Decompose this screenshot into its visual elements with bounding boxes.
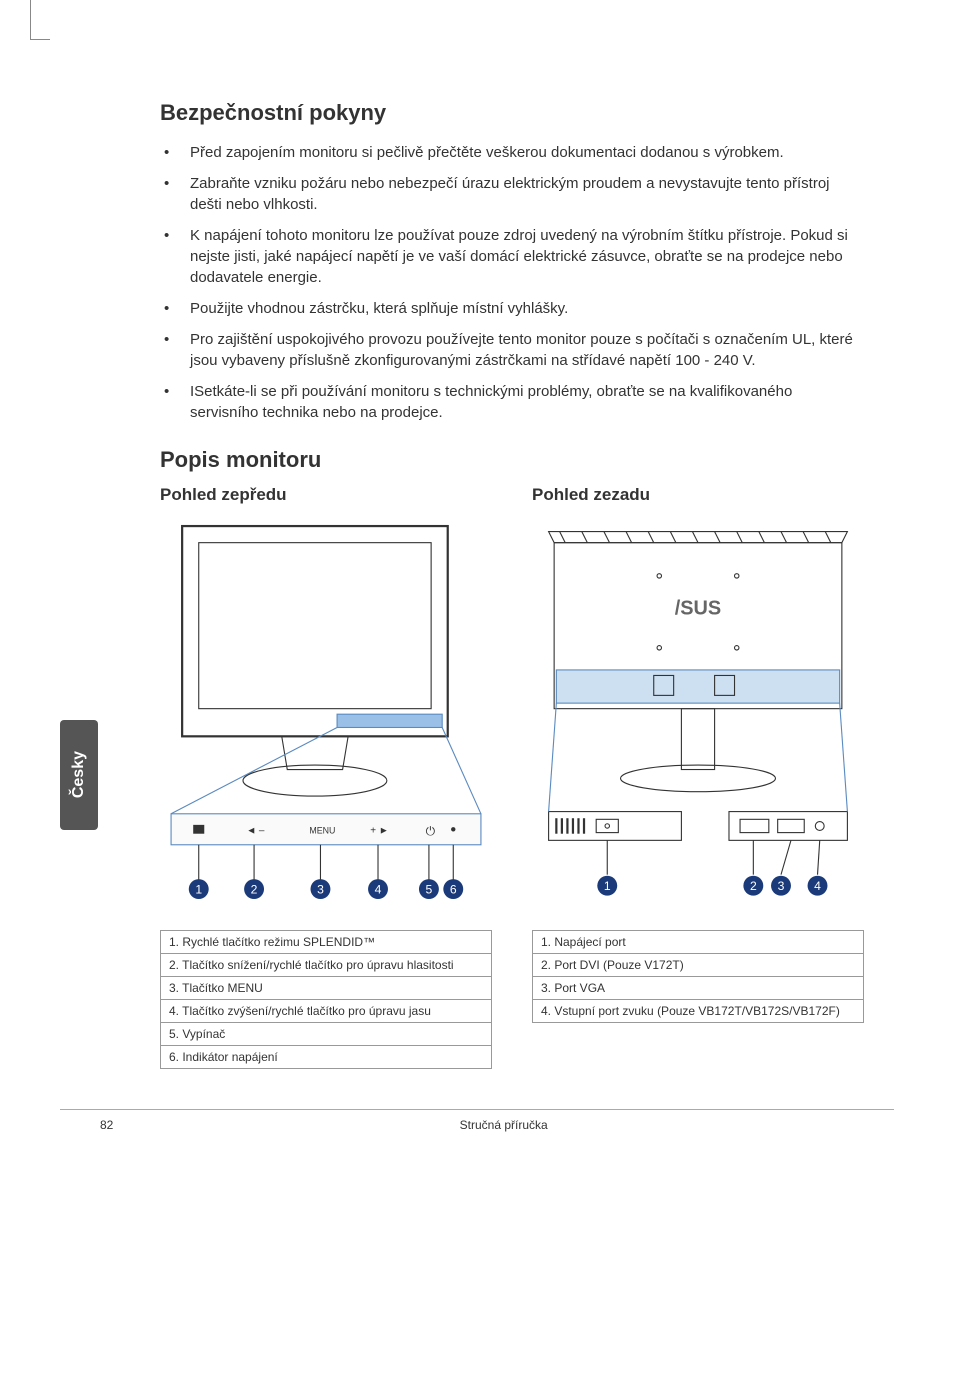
table-row: 1. Rychlé tlačítko režimu SPLENDID™: [161, 931, 492, 954]
table-row: 2. Port DVI (Pouze V172T): [533, 954, 864, 977]
svg-text:4: 4: [375, 882, 382, 896]
monitor-heading: Popis monitoru: [160, 447, 864, 473]
svg-text:MENU: MENU: [309, 826, 335, 836]
front-legend-table: 1. Rychlé tlačítko režimu SPLENDID™ 2. T…: [160, 930, 492, 1069]
table-row: 2. Tlačítko snížení/rychlé tlačítko pro …: [161, 954, 492, 977]
front-view-section: Pohled zepředu ◄ –: [160, 485, 492, 1069]
svg-text:2: 2: [750, 879, 757, 893]
language-tab-label: Česky: [70, 751, 88, 798]
list-item: •Pro zajištění uspokojivého provozu použ…: [160, 329, 864, 371]
svg-text:1: 1: [604, 879, 611, 893]
list-item: •Použijte vhodnou zástrčku, která splňuj…: [160, 298, 864, 319]
front-diagram: ◄ – MENU + ► ⏻ 1 2 3 4: [160, 515, 492, 913]
table-row: 3. Tlačítko MENU: [161, 977, 492, 1000]
page-footer: 82 Stručná příručka: [60, 1109, 894, 1132]
svg-text:4: 4: [814, 879, 821, 893]
safety-list: •Před zapojením monitoru si pečlivě přeč…: [160, 142, 864, 423]
table-row: 4. Vstupní port zvuku (Pouze VB172T/VB17…: [533, 1000, 864, 1023]
svg-text:3: 3: [317, 882, 324, 896]
table-row: 3. Port VGA: [533, 977, 864, 1000]
svg-text:2: 2: [251, 882, 258, 896]
rear-view-section: Pohled zezadu /SUS: [532, 485, 864, 1069]
list-item: •K napájení tohoto monitoru lze používat…: [160, 225, 864, 288]
svg-text:5: 5: [426, 882, 433, 896]
rear-legend-table: 1. Napájecí port 2. Port DVI (Pouze V172…: [532, 930, 864, 1023]
svg-text:6: 6: [450, 882, 457, 896]
list-item: •ISetkáte-li se při používání monitoru s…: [160, 381, 864, 423]
svg-text:1: 1: [195, 882, 202, 896]
rear-subheading: Pohled zezadu: [532, 485, 864, 505]
list-item: •Zabraňte vzniku požáru nebo nebezpečí ú…: [160, 173, 864, 215]
table-row: 6. Indikátor napájení: [161, 1046, 492, 1069]
svg-text:/SUS: /SUS: [675, 598, 721, 620]
footer-title: Stručná příručka: [460, 1118, 548, 1132]
svg-text:+ ►: + ►: [370, 826, 388, 837]
crop-mark: [30, 0, 50, 40]
svg-text:⏻: ⏻: [426, 824, 436, 838]
safety-heading: Bezpečnostní pokyny: [160, 100, 864, 126]
table-row: 4. Tlačítko zvýšení/rychlé tlačítko pro …: [161, 1000, 492, 1023]
rear-diagram: /SUS: [532, 515, 864, 913]
svg-text:3: 3: [778, 879, 785, 893]
svg-text:◄ –: ◄ –: [246, 826, 265, 837]
language-tab: Česky: [60, 720, 98, 830]
table-row: 5. Vypínač: [161, 1023, 492, 1046]
page-number: 82: [100, 1118, 113, 1132]
list-item: •Před zapojením monitoru si pečlivě přeč…: [160, 142, 864, 163]
table-row: 1. Napájecí port: [533, 931, 864, 954]
front-subheading: Pohled zepředu: [160, 485, 492, 505]
